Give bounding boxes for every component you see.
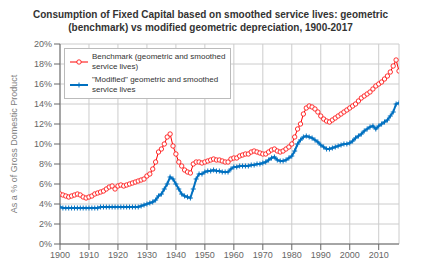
svg-text:1930: 1930 xyxy=(137,250,157,260)
svg-text:12%: 12% xyxy=(34,119,52,129)
svg-text:1990: 1990 xyxy=(311,250,331,260)
svg-text:2%: 2% xyxy=(39,219,52,229)
html-text:Benchmark (geometric and smoot: Benchmark (geometric and smoothed servic… xyxy=(92,52,226,71)
svg-text:1970: 1970 xyxy=(253,250,273,260)
svg-text:8%: 8% xyxy=(39,159,52,169)
svg-text:16%: 16% xyxy=(34,79,52,89)
svg-text:14%: 14% xyxy=(34,99,52,109)
html-text:"Modified" geometric and smoot: "Modified" geometric and smoothed servic… xyxy=(92,75,219,94)
svg-text:1950: 1950 xyxy=(195,250,215,260)
html-text:Consumption of Fixed Capital b: Consumption of Fixed Capital based on sm… xyxy=(33,9,388,33)
svg-text:1920: 1920 xyxy=(108,250,128,260)
svg-text:1900: 1900 xyxy=(50,250,70,260)
svg-text:6%: 6% xyxy=(39,179,52,189)
svg-text:20%: 20% xyxy=(34,39,52,49)
svg-text:4%: 4% xyxy=(39,199,52,209)
svg-text:10%: 10% xyxy=(34,139,52,149)
svg-text:2000: 2000 xyxy=(340,250,360,260)
svg-text:1910: 1910 xyxy=(79,250,99,260)
svg-text:1940: 1940 xyxy=(166,250,186,260)
svg-text:1980: 1980 xyxy=(282,250,302,260)
svg-text:As a % of Gross Domestic Produ: As a % of Gross Domestic Product xyxy=(9,74,19,213)
svg-text:18%: 18% xyxy=(34,59,52,69)
svg-text:1960: 1960 xyxy=(224,250,244,260)
svg-text:2010: 2010 xyxy=(369,250,389,260)
svg-text:0%: 0% xyxy=(39,239,52,249)
